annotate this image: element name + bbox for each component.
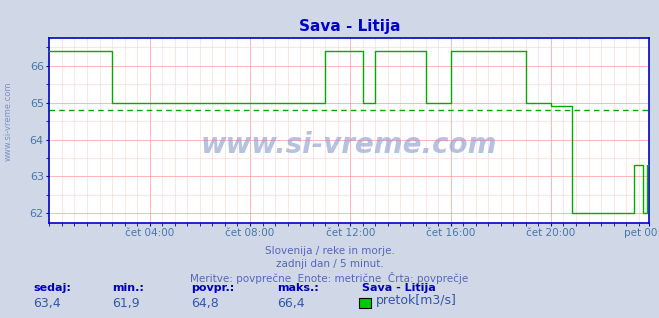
Text: 61,9: 61,9 xyxy=(112,297,140,310)
Text: 66,4: 66,4 xyxy=(277,297,304,310)
Text: zadnji dan / 5 minut.: zadnji dan / 5 minut. xyxy=(275,259,384,269)
Text: 63,4: 63,4 xyxy=(33,297,61,310)
Text: maks.:: maks.: xyxy=(277,283,318,293)
Text: sedaj:: sedaj: xyxy=(33,283,71,293)
Title: Sava - Litija: Sava - Litija xyxy=(299,19,400,34)
Text: www.si-vreme.com: www.si-vreme.com xyxy=(3,81,13,161)
Text: pretok[m3/s]: pretok[m3/s] xyxy=(376,294,457,307)
Text: povpr.:: povpr.: xyxy=(191,283,235,293)
Text: min.:: min.: xyxy=(112,283,144,293)
Text: Slovenija / reke in morje.: Slovenija / reke in morje. xyxy=(264,246,395,256)
Text: 64,8: 64,8 xyxy=(191,297,219,310)
Text: www.si-vreme.com: www.si-vreme.com xyxy=(201,131,498,159)
Text: Meritve: povprečne  Enote: metrične  Črta: povprečje: Meritve: povprečne Enote: metrične Črta:… xyxy=(190,272,469,284)
Text: Sava - Litija: Sava - Litija xyxy=(362,283,436,293)
